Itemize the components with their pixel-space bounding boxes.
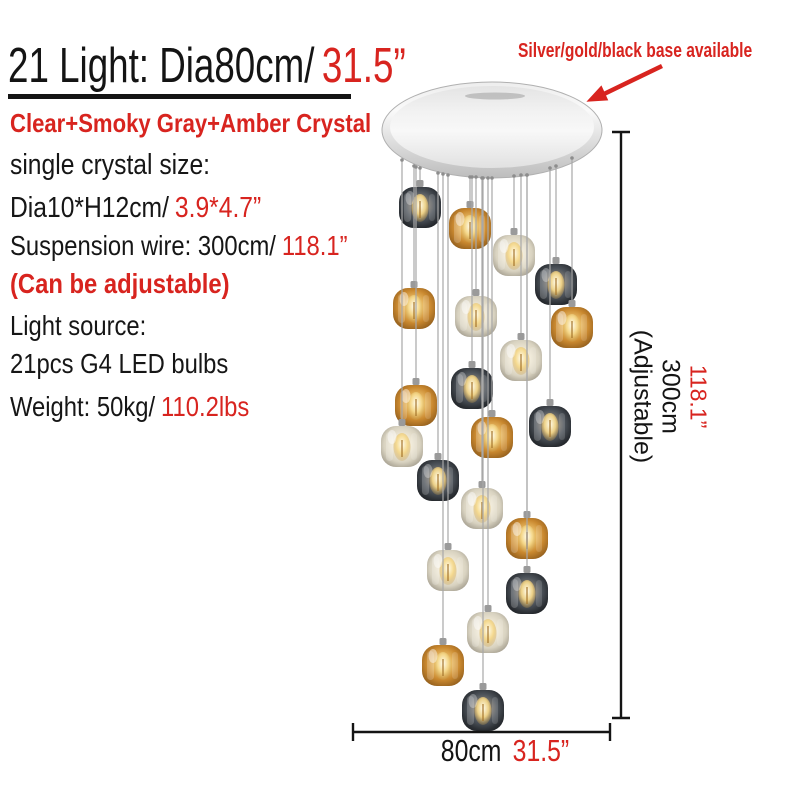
title-text: 21 Light: Dia80cm/ (8, 39, 315, 93)
pendant-light-clear (381, 158, 423, 467)
height-cm: 300cm (656, 358, 685, 435)
width-cm: 80cm (440, 733, 502, 768)
spec-adjustable-note: (Can be adjustable) (10, 268, 230, 299)
pendant-light-smoky (462, 176, 504, 731)
pendant-light-clear (467, 176, 509, 653)
pendant-light-amber (449, 175, 491, 249)
pendant-light-amber (393, 164, 435, 329)
width-dimension-line (351, 723, 612, 741)
pendant-light-amber (551, 156, 593, 348)
height-dimension-line (612, 130, 630, 720)
pendant-light-clear (493, 174, 535, 276)
spec-weight-kg: Weight: 50kg/ (10, 391, 156, 422)
spec-weight-lbs: 110.2lbs (161, 391, 250, 422)
title-underline (8, 94, 351, 99)
pendant-light-smoky (535, 164, 577, 305)
pendant-light-amber (395, 165, 437, 426)
base-option-note: Silver/gold/black base available (518, 40, 753, 62)
pendant-light-clear (500, 173, 542, 381)
ceiling-plate (381, 81, 603, 179)
pointer-arrow-icon (586, 63, 663, 102)
spec-crystal-size: Dia10*H12cm/3.9*4.7” (10, 192, 261, 225)
pendant-light-smoky (529, 166, 571, 447)
height-inches: 118.1” (685, 364, 712, 429)
spec-crystal-size-cm: Dia10*H12cm/ (10, 192, 169, 224)
page-title: 21 Light: Dia80cm/31.5” (8, 38, 406, 94)
spec-weight: Weight: 50kg/110.2lbs (10, 391, 249, 423)
title-inches: 31.5” (321, 39, 406, 93)
spec-suspension-wire-in: 118.1” (281, 230, 348, 261)
pendant-light-smoky (506, 173, 548, 614)
height-dimension-label: 118.1” 300cm (Adjustable) (626, 322, 712, 472)
pendant-light-clear (427, 173, 469, 591)
spec-bulbs: 21pcs G4 LED bulbs (10, 348, 229, 379)
width-inches: 31.5” (512, 733, 570, 768)
pendant-light-amber (422, 172, 464, 686)
width-dimension-label: 80cm 31.5” (409, 733, 601, 769)
spec-suspension-wire-cm: Suspension wire: 300cm/ (10, 230, 276, 261)
spec-light-source-label: Light source: (10, 310, 147, 341)
pendant-light-clear (455, 175, 497, 337)
spec-crystal-size-in: 3.9*4.7” (174, 192, 262, 224)
spec-crystal-mix: Clear+Smoky Gray+Amber Crystal (10, 108, 372, 138)
pendant-light-clear (461, 176, 503, 529)
spec-crystal-size-label: single crystal size: (10, 149, 211, 181)
height-adjustable-note: (Adjustable) (628, 329, 657, 464)
pendant-light-smoky (399, 166, 441, 228)
spec-suspension-wire: Suspension wire: 300cm/118.1” (10, 230, 348, 262)
